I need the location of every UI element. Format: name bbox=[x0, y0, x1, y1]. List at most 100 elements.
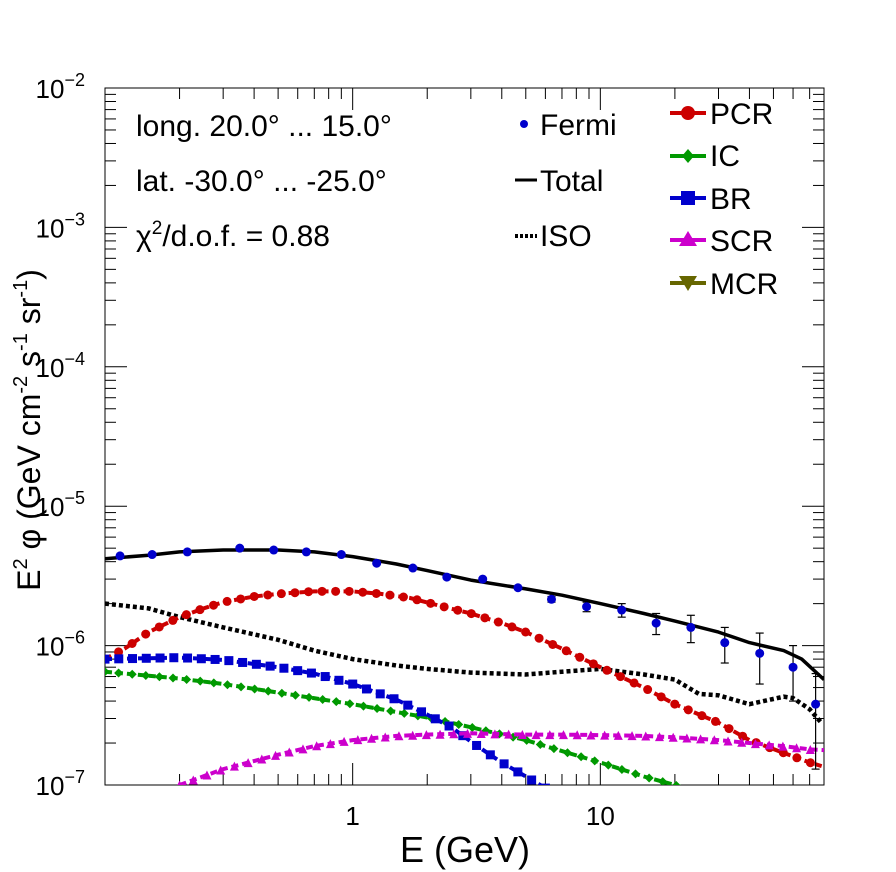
series-marker bbox=[265, 661, 275, 671]
series-marker bbox=[154, 672, 164, 682]
fermi-point bbox=[301, 547, 311, 557]
series-marker bbox=[454, 719, 464, 729]
y-axis-label-close: ) bbox=[11, 269, 47, 280]
series-ic bbox=[105, 667, 682, 785]
series-marker bbox=[320, 672, 330, 682]
series-br bbox=[105, 653, 550, 785]
data-points-layer bbox=[115, 543, 821, 770]
series-marker bbox=[345, 699, 355, 709]
series-marker bbox=[236, 594, 246, 604]
series-marker bbox=[643, 685, 653, 695]
x-axis-label: E (GeV) bbox=[400, 829, 530, 870]
series-marker bbox=[545, 730, 555, 740]
axis-ticks bbox=[104, 87, 825, 786]
series-total bbox=[105, 548, 824, 681]
series-marker bbox=[353, 735, 363, 745]
series-marker bbox=[417, 707, 427, 717]
series-marker bbox=[114, 647, 124, 657]
annotation-latitude: lat. -30.0° ... -25.0° bbox=[136, 165, 387, 198]
legend-ic-marker bbox=[682, 149, 694, 163]
legend-scr-marker bbox=[679, 231, 697, 246]
series-marker bbox=[603, 760, 613, 770]
series-line-iso bbox=[105, 601, 824, 725]
series-marker bbox=[202, 770, 212, 780]
series-marker bbox=[290, 690, 300, 700]
series-marker bbox=[476, 729, 486, 739]
series-marker bbox=[222, 680, 232, 690]
series-marker bbox=[325, 739, 335, 749]
series-iso bbox=[105, 601, 824, 725]
series-marker bbox=[421, 730, 431, 740]
legend-pcr-marker bbox=[681, 106, 695, 120]
series-marker bbox=[229, 761, 239, 771]
fermi-point bbox=[115, 551, 125, 561]
chi-sup: 2 bbox=[152, 218, 163, 239]
fermi-point bbox=[617, 605, 627, 615]
y-axis-label: E2 φ (GeV cm-2 s-1 sr-1) bbox=[10, 269, 47, 591]
series-marker bbox=[737, 737, 747, 747]
series-marker bbox=[114, 668, 124, 678]
series-marker bbox=[403, 700, 413, 710]
series-marker bbox=[656, 692, 666, 702]
legend-fermi-marker bbox=[520, 120, 528, 128]
y-tick-label: 10−2 bbox=[36, 70, 85, 104]
series-marker bbox=[658, 777, 668, 785]
series-marker bbox=[466, 609, 476, 619]
series-marker bbox=[263, 686, 273, 696]
series-marker bbox=[339, 736, 349, 746]
y-tick-labels: 10−710−610−510−410−310−2 bbox=[36, 70, 85, 801]
series-marker bbox=[183, 653, 193, 663]
series-marker bbox=[572, 730, 582, 740]
series-marker bbox=[298, 744, 308, 754]
series-marker bbox=[590, 756, 600, 766]
fermi-point bbox=[720, 638, 730, 648]
series-marker bbox=[764, 740, 774, 750]
series-marker bbox=[430, 714, 440, 724]
legend-fermi-label: Fermi bbox=[540, 109, 617, 142]
legend-br-label: BR bbox=[710, 183, 752, 216]
legend-pcr-label: PCR bbox=[710, 98, 773, 131]
y-tick-label: 10−4 bbox=[36, 349, 85, 383]
x-tick-label: 1 bbox=[345, 801, 359, 831]
series-marker bbox=[710, 716, 720, 726]
legend-right: PCR IC BR SCR MCR bbox=[670, 98, 778, 301]
series-marker bbox=[312, 741, 322, 751]
legend-ic-label: IC bbox=[710, 140, 740, 173]
series-marker bbox=[389, 694, 399, 704]
series-marker bbox=[548, 639, 558, 649]
series-marker bbox=[449, 729, 459, 739]
series-marker bbox=[222, 596, 232, 606]
series-marker bbox=[290, 588, 300, 598]
series-marker bbox=[249, 591, 259, 601]
series-marker bbox=[617, 764, 627, 774]
series-marker bbox=[358, 701, 368, 711]
series-marker bbox=[236, 682, 246, 692]
series-marker bbox=[631, 769, 641, 779]
series-marker bbox=[303, 587, 313, 597]
series-scr bbox=[177, 728, 824, 785]
fermi-point bbox=[686, 622, 696, 632]
series-marker bbox=[154, 622, 164, 632]
series-marker bbox=[399, 708, 409, 718]
legend-iso-label: ISO bbox=[540, 220, 592, 253]
y-tick-label-exp: −3 bbox=[64, 209, 85, 229]
legend-total-label: Total bbox=[540, 165, 603, 198]
series-marker bbox=[499, 759, 509, 769]
series-marker bbox=[750, 739, 760, 749]
series-marker bbox=[209, 678, 219, 688]
series-marker bbox=[792, 743, 802, 753]
series-marker bbox=[805, 744, 815, 754]
series-marker bbox=[250, 684, 260, 694]
series-marker bbox=[534, 633, 544, 643]
series-marker bbox=[367, 733, 377, 743]
fermi-point bbox=[788, 662, 798, 672]
series-marker bbox=[426, 598, 436, 608]
series-marker bbox=[128, 654, 138, 664]
series-marker bbox=[243, 758, 253, 768]
series-marker bbox=[709, 735, 719, 745]
series-marker bbox=[284, 747, 294, 757]
y-tick-label: 10−7 bbox=[36, 767, 85, 801]
series-marker bbox=[277, 688, 287, 698]
plot-frame bbox=[104, 87, 825, 786]
